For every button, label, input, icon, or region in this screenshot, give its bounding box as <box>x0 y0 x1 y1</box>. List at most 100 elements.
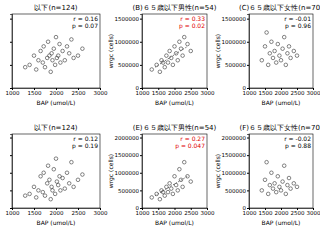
y-axis-line <box>247 135 250 209</box>
x-tick-label: 2500 <box>184 210 198 216</box>
point <box>181 54 185 58</box>
point <box>284 63 288 67</box>
point <box>28 192 32 196</box>
y-tick-label: 0 <box>136 205 140 211</box>
plot-frame <box>249 14 313 88</box>
y-axis-line <box>140 135 143 209</box>
point <box>182 35 186 39</box>
x-axis: 10001500200025003000 <box>6 88 108 96</box>
x-tick-label: 2500 <box>72 210 86 216</box>
x-tick: 1500 <box>152 88 166 96</box>
plot-frame <box>142 134 207 208</box>
x-tick-label: 2000 <box>275 90 289 96</box>
marks <box>260 160 299 195</box>
y-tick-label: 1000000 <box>115 170 140 176</box>
point <box>43 194 47 198</box>
point <box>65 45 69 49</box>
y-tick: 0 <box>243 205 250 211</box>
point <box>59 189 63 193</box>
x-tick-label: 1000 <box>6 90 20 96</box>
x-tick: 1500 <box>259 208 273 216</box>
y-tick: 1000000 <box>222 170 250 176</box>
y-tick: 1500000 <box>115 152 143 158</box>
figure: 10001500200025003000以下(n=124)BAP (umol/L… <box>0 0 320 240</box>
y-axis: 050000010000001500000 <box>115 15 143 92</box>
y-tick-label: 1500000 <box>115 16 140 22</box>
y-tick-mark <box>10 208 12 209</box>
y-axis-line <box>247 15 250 89</box>
y-tick-label: 1000000 <box>115 39 140 45</box>
y-tick: 500000 <box>225 62 249 68</box>
panel-title: (F)６５歳以下女性(n=70) <box>239 124 320 132</box>
x-tick: 2500 <box>291 208 305 216</box>
point <box>46 164 50 168</box>
stat-annotation: r = -0.02 <box>284 135 311 142</box>
point <box>169 187 173 191</box>
point <box>72 185 76 189</box>
point <box>63 58 67 62</box>
y-tick-mark <box>247 138 249 139</box>
x-tick-label: 2000 <box>168 210 182 216</box>
x-tick-label: 3000 <box>201 90 215 96</box>
point <box>289 56 293 60</box>
point <box>166 190 170 194</box>
point <box>41 190 45 194</box>
point <box>260 189 264 193</box>
point <box>165 54 169 58</box>
marks <box>23 157 84 201</box>
point <box>284 192 288 196</box>
point <box>174 183 178 187</box>
point <box>49 70 53 74</box>
y-tick: 1500000 <box>222 152 250 158</box>
x-tick-label: 3000 <box>94 210 108 216</box>
y-tick-mark <box>247 173 249 174</box>
x-tick-label: 1500 <box>259 210 273 216</box>
stat-annotation: p = 0.047 <box>175 142 205 150</box>
x-tick: 3000 <box>94 208 108 216</box>
marks <box>150 160 193 201</box>
y-tick: 500000 <box>118 188 142 194</box>
y-axis: 050000010000001500000 <box>222 15 250 92</box>
y-tick: 1000000 <box>115 39 143 45</box>
x-axis: 10001500200025003000 <box>6 208 108 216</box>
point <box>271 56 275 60</box>
x-tick: 2000 <box>168 88 182 96</box>
point <box>37 189 41 193</box>
x-tick: 2500 <box>291 88 305 96</box>
point <box>171 192 175 196</box>
point <box>166 61 170 65</box>
point <box>59 61 63 65</box>
y-tick-mark <box>140 42 142 43</box>
point <box>41 61 45 65</box>
y-tick <box>10 65 12 66</box>
x-tick: 2000 <box>168 208 182 216</box>
y-tick <box>10 138 12 139</box>
y-tick-mark <box>10 42 12 43</box>
x-tick-label: 1500 <box>28 210 42 216</box>
marks <box>260 31 299 67</box>
stat-annotation: p = 0.02 <box>179 22 205 30</box>
point <box>287 176 291 180</box>
y-tick-mark <box>247 42 249 43</box>
y-tick <box>10 19 12 20</box>
point <box>168 182 172 186</box>
point <box>65 171 69 175</box>
y-tick: 0 <box>243 85 250 91</box>
point <box>158 70 162 74</box>
point <box>39 49 43 53</box>
point <box>282 35 286 39</box>
point <box>51 189 55 193</box>
y-tick-mark <box>247 155 249 156</box>
y-tick-mark <box>10 190 12 191</box>
x-tick-label: 1500 <box>259 90 273 96</box>
y-tick-mark <box>247 190 249 191</box>
point <box>273 49 277 53</box>
x-tick-label: 1500 <box>152 210 166 216</box>
y-tick-label: 2000000 <box>222 135 247 141</box>
x-axis-title: BAP (umol/L) <box>155 219 194 226</box>
point <box>276 42 280 46</box>
point <box>37 58 41 62</box>
y-tick: 2000000 <box>115 135 143 141</box>
point <box>150 68 154 72</box>
x-tick: 2000 <box>275 88 289 96</box>
